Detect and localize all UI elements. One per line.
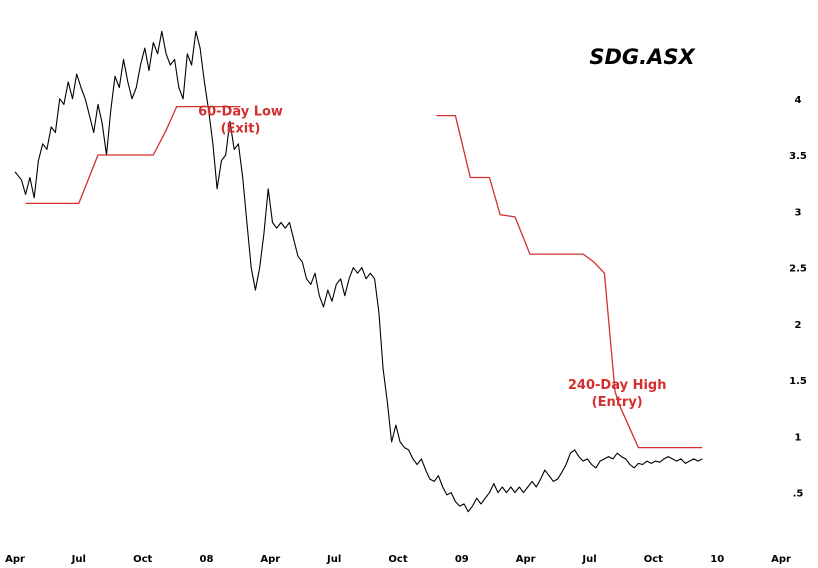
price-line bbox=[14, 30, 703, 513]
y-tick-label: 1 bbox=[795, 432, 802, 443]
x-tick-label: Jul bbox=[581, 554, 596, 565]
x-tick-label: Jul bbox=[71, 554, 86, 565]
annotations: 60-Day Low (Exit) 240-Day High (Entry) bbox=[198, 105, 666, 411]
x-tick-label: 10 bbox=[710, 554, 724, 565]
x-tick-label: Oct bbox=[644, 554, 663, 565]
y-tick-label: 2 bbox=[795, 320, 802, 331]
x-tick-label: Apr bbox=[516, 554, 536, 565]
y-tick-label: 2.5 bbox=[789, 264, 807, 275]
y-tick-label: 3 bbox=[795, 207, 802, 218]
x-tick-label: Apr bbox=[771, 554, 791, 565]
annotation-label: 60-Day Low (Exit) bbox=[198, 105, 283, 137]
x-tick-label: 09 bbox=[455, 554, 469, 565]
channel-high-line bbox=[436, 114, 703, 449]
annotation-label: 240-Day High (Entry) bbox=[568, 378, 667, 410]
x-tick-label: Jul bbox=[326, 554, 341, 565]
y-tick-label: 3.5 bbox=[789, 151, 807, 162]
x-tick-label: Apr bbox=[260, 554, 280, 565]
y-axis: .5 1 1.5 2 2.5 3 3.5 4 bbox=[789, 95, 807, 500]
x-tick-label: 08 bbox=[200, 554, 214, 565]
chart-title: SDG.ASX bbox=[589, 45, 696, 69]
series-layer bbox=[14, 30, 703, 513]
x-axis: Apr Jul Oct 08 Apr Jul Oct 09 Apr Jul Oct 10 Apr bbox=[5, 554, 791, 565]
channel-low-line bbox=[25, 105, 241, 205]
x-tick-label: Apr bbox=[5, 554, 25, 565]
y-tick-label: .5 bbox=[793, 489, 804, 500]
x-tick-label: Oct bbox=[388, 554, 407, 565]
x-tick-label: Oct bbox=[133, 554, 152, 565]
y-tick-label: 1.5 bbox=[789, 376, 807, 387]
y-tick-label: 4 bbox=[795, 95, 802, 106]
